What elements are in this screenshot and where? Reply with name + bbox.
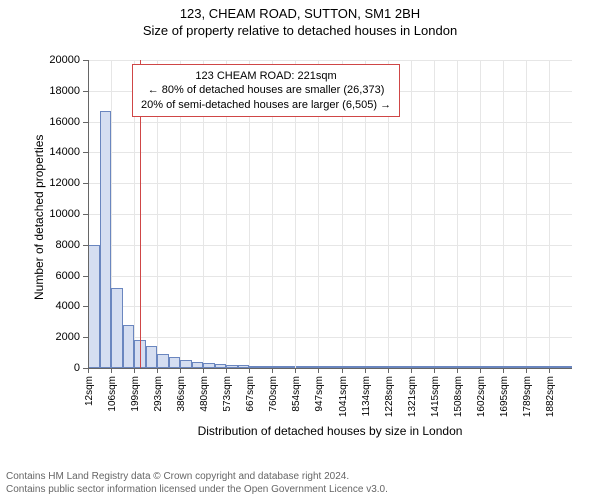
y-tick-label: 16000 bbox=[42, 116, 80, 128]
x-tick-label: 386sqm bbox=[176, 376, 187, 412]
x-tick-label: 1789sqm bbox=[522, 376, 533, 417]
annotation-line: 123 CHEAM ROAD: 221sqm bbox=[141, 69, 391, 83]
x-tick-label: 1321sqm bbox=[407, 376, 418, 417]
x-tick-label: 667sqm bbox=[245, 376, 256, 412]
y-tick-label: 8000 bbox=[42, 239, 80, 251]
y-tick-label: 6000 bbox=[42, 270, 80, 282]
x-tick-label: 12sqm bbox=[84, 376, 95, 406]
y-tick-label: 12000 bbox=[42, 177, 80, 189]
x-tick-label: 760sqm bbox=[268, 376, 279, 412]
x-tick-label: 947sqm bbox=[314, 376, 325, 412]
x-tick-label: 199sqm bbox=[130, 376, 141, 412]
y-tick-label: 2000 bbox=[42, 331, 80, 343]
y-tick-label: 14000 bbox=[42, 146, 80, 158]
x-tick-label: 293sqm bbox=[153, 376, 164, 412]
histogram-bar bbox=[123, 325, 135, 368]
histogram-bar bbox=[100, 111, 112, 368]
annotation-line: ← 80% of detached houses are smaller (26… bbox=[141, 83, 391, 97]
chart-container: Number of detached properties 0200040006… bbox=[24, 48, 584, 448]
x-tick-label: 480sqm bbox=[199, 376, 210, 412]
histogram-bar bbox=[146, 346, 158, 368]
title-line-2: Size of property relative to detached ho… bbox=[0, 23, 600, 38]
histogram-bar bbox=[169, 357, 181, 368]
y-tick-label: 10000 bbox=[42, 208, 80, 220]
histogram-bar bbox=[111, 288, 123, 368]
title-line-1: 123, CHEAM ROAD, SUTTON, SM1 2BH bbox=[0, 6, 600, 21]
footer-attribution: Contains HM Land Registry data © Crown c… bbox=[6, 471, 388, 496]
footer-line-2: Contains public sector information licen… bbox=[6, 484, 388, 497]
x-tick-label: 1508sqm bbox=[453, 376, 464, 417]
footer-line-1: Contains HM Land Registry data © Crown c… bbox=[6, 471, 388, 484]
x-tick-label: 573sqm bbox=[222, 376, 233, 412]
x-tick-label: 1228sqm bbox=[384, 376, 395, 417]
y-tick-label: 0 bbox=[42, 362, 80, 374]
x-tick-label: 106sqm bbox=[107, 376, 118, 412]
x-tick-label: 1882sqm bbox=[545, 376, 556, 417]
title-block: 123, CHEAM ROAD, SUTTON, SM1 2BH Size of… bbox=[0, 0, 600, 38]
x-tick-label: 1041sqm bbox=[338, 376, 349, 417]
x-axis-label: Distribution of detached houses by size … bbox=[88, 424, 572, 438]
y-tick-label: 18000 bbox=[42, 85, 80, 97]
histogram-bar bbox=[88, 245, 100, 368]
y-tick-label: 4000 bbox=[42, 300, 80, 312]
x-tick-label: 854sqm bbox=[291, 376, 302, 412]
annotation-line: 20% of semi-detached houses are larger (… bbox=[141, 98, 391, 112]
annotation-box: 123 CHEAM ROAD: 221sqm← 80% of detached … bbox=[132, 64, 400, 117]
x-tick-label: 1695sqm bbox=[499, 376, 510, 417]
histogram-bar bbox=[180, 360, 192, 368]
x-tick-label: 1415sqm bbox=[430, 376, 441, 417]
y-tick-label: 20000 bbox=[42, 54, 80, 66]
histogram-bar bbox=[157, 354, 169, 368]
x-tick-label: 1602sqm bbox=[476, 376, 487, 417]
plot-area: 0200040006000800010000120001400016000180… bbox=[88, 60, 572, 368]
x-tick-label: 1134sqm bbox=[361, 376, 372, 416]
